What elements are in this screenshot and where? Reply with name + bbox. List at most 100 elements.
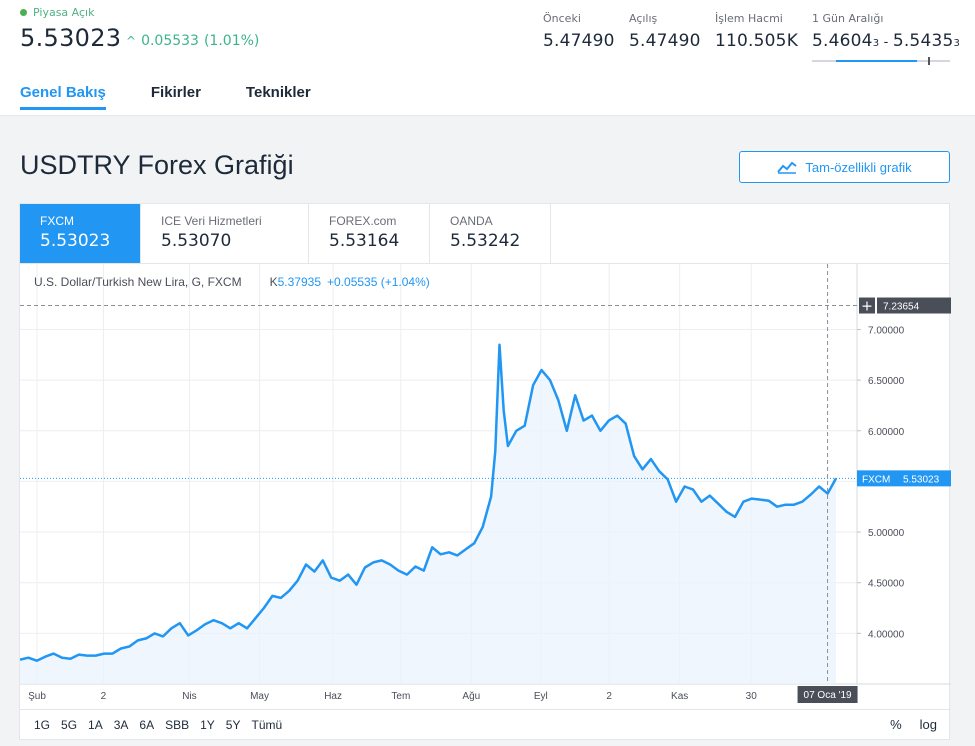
range-button-sbb[interactable]: SBB — [165, 718, 190, 732]
legend-k-label: K — [269, 275, 278, 289]
y-tick-label: 7.00000 — [868, 325, 905, 336]
full-chart-button-label: Tam-özellikli grafik — [805, 159, 912, 175]
x-tick-label: Tem — [391, 691, 410, 702]
provider-price: 5.53023 — [40, 231, 111, 251]
last-price: 5.53023 — [20, 24, 122, 52]
x-tick-label: 2 — [101, 691, 107, 702]
quote-header: Piyasa Açık 5.53023 ^ 0.05533 (1.01%) Ön… — [0, 0, 975, 116]
x-tick-label: Kas — [671, 691, 688, 702]
crosshair-date-tag — [797, 686, 858, 703]
range-button-1y[interactable]: 1Y — [200, 718, 215, 732]
provider-name: ICE Veri Hizmetleri — [161, 214, 262, 228]
provider-price: 5.53242 — [450, 231, 521, 251]
stat-open: Açılış 5.47490 — [629, 12, 701, 51]
range-button-5g[interactable]: 5G — [61, 718, 78, 732]
legend-k-change: +0.05535 (+1.04%) — [327, 275, 430, 289]
percent-scale-toggle[interactable]: % — [890, 717, 902, 732]
x-tick-label: May — [250, 691, 269, 702]
change-value: 0.05533 — [141, 33, 199, 49]
log-scale-toggle[interactable]: log — [919, 717, 937, 732]
chart-icon — [777, 161, 797, 174]
change-percent: (1.01%) — [203, 33, 260, 49]
stat-value: 110.505K — [715, 31, 799, 51]
scale-options: % log — [890, 717, 937, 732]
provider-tab-oanda[interactable]: OANDA 5.53242 — [430, 204, 551, 263]
price-change: ^ 0.05533 (1.01%) — [126, 33, 259, 49]
x-tick-label: Eyl — [534, 691, 548, 702]
x-tick-label: Haz — [324, 691, 342, 702]
provider-price: 5.53070 — [161, 231, 232, 251]
range-button-6a[interactable]: 6A — [139, 718, 155, 732]
y-tick-label: 4.00000 — [868, 629, 905, 640]
stat-value: 5.47490 — [543, 31, 615, 51]
price-chart-svg[interactable]: 7.000006.500006.000005.500005.000004.500… — [20, 264, 951, 709]
stat-previous: Önceki 5.47490 — [543, 12, 615, 51]
day-range-fill — [836, 60, 917, 62]
stat-label: Önceki — [543, 12, 581, 25]
provider-name: FOREX.com — [329, 214, 397, 228]
stat-volume: İşlem Hacmi 110.505K — [715, 12, 798, 51]
crosshair-plus-button[interactable] — [859, 297, 875, 314]
y-tick-label: 6.50000 — [868, 376, 905, 387]
provider-tab-fxcm[interactable]: FXCM 5.53023 — [20, 204, 141, 263]
stat-value: 5.46043 - 5.54353 — [812, 31, 960, 51]
x-tick-label: Şub — [28, 691, 46, 702]
provider-tab-forexcom[interactable]: FOREX.com 5.53164 — [309, 204, 430, 263]
stat-label: 1 Gün Aralığı — [812, 12, 884, 25]
range-button-1a[interactable]: 1A — [88, 718, 103, 732]
current-price-source: FXCM — [862, 474, 890, 485]
chart-toolbar: 1G 5G 1A 3A 6A SBB 1Y 5Y Tümü % log — [20, 709, 951, 741]
day-range-separator: - — [879, 35, 893, 50]
x-tick-label: Nis — [182, 691, 196, 702]
provider-name: OANDA — [450, 214, 493, 228]
current-price-label: 5.53023 — [903, 474, 940, 485]
range-button-5y[interactable]: 5Y — [225, 718, 241, 732]
range-button-1g[interactable]: 1G — [34, 718, 51, 732]
legend-symbol: U.S. Dollar/Turkish New Lira, G, FXCM — [34, 275, 242, 289]
plus-icon: + — [861, 299, 873, 315]
day-range-marker — [928, 57, 931, 65]
provider-price: 5.53164 — [329, 231, 400, 251]
provider-name: FXCM — [40, 214, 74, 228]
tab-overview[interactable]: Genel Bakış — [20, 84, 106, 110]
chart-card: FXCM 5.53023 ICE Veri Hizmetleri 5.53070… — [19, 203, 951, 741]
crosshair-price-label: 7.23654 — [883, 302, 920, 313]
legend-k-value: 5.37935 — [277, 275, 321, 289]
day-range-high: 5.5435 — [892, 31, 954, 51]
price-series-line — [20, 343, 838, 662]
price-chart[interactable]: 7.000006.500006.000005.500005.000004.500… — [20, 264, 951, 709]
stat-value: 5.47490 — [629, 31, 701, 51]
stat-day-range: 1 Gün Aralığı 5.46043 - 5.54353 — [812, 12, 960, 51]
provider-tab-ice[interactable]: ICE Veri Hizmetleri 5.53070 — [141, 204, 309, 263]
stat-label: İşlem Hacmi — [715, 12, 783, 25]
y-tick-label: 5.00000 — [868, 528, 905, 539]
market-open-dot-icon — [20, 9, 27, 16]
day-range-high-sub: 3 — [953, 38, 961, 49]
x-tick-label: Ağu — [462, 691, 480, 702]
crosshair-date-label: 07 Oca '19 — [804, 690, 852, 701]
market-status-label: Piyasa Açık — [33, 6, 95, 19]
up-arrow-icon: ^ — [126, 34, 137, 48]
main-content: USDTRY Forex Grafiği Tam-özellikli grafi… — [0, 116, 975, 746]
x-tick-label: 2 — [606, 691, 612, 702]
tab-ideas[interactable]: Fikirler — [150, 84, 201, 101]
x-tick-label: 30 — [746, 691, 758, 702]
y-tick-label: 6.00000 — [868, 427, 905, 438]
full-chart-button[interactable]: Tam-özellikli grafik — [739, 151, 950, 183]
current-price-tag — [857, 470, 951, 487]
y-tick-label: 4.50000 — [868, 579, 905, 590]
provider-tabs: FXCM 5.53023 ICE Veri Hizmetleri 5.53070… — [20, 204, 949, 264]
day-range-low: 5.4604 — [812, 31, 873, 51]
day-range-low-sub: 3 — [872, 38, 880, 49]
range-button-tümü[interactable]: Tümü — [251, 718, 283, 732]
price-area-fill — [20, 344, 836, 684]
quote-tabs: Genel Bakış Fikirler Teknikler — [20, 84, 311, 110]
crosshair-price-tag — [877, 297, 951, 314]
stat-label: Açılış — [629, 12, 658, 25]
section-title: USDTRY Forex Grafiği — [20, 150, 294, 180]
day-range-bar — [812, 57, 950, 65]
tab-technicals[interactable]: Teknikler — [245, 84, 311, 101]
range-button-3a[interactable]: 3A — [113, 718, 129, 732]
market-status: Piyasa Açık — [20, 6, 94, 19]
